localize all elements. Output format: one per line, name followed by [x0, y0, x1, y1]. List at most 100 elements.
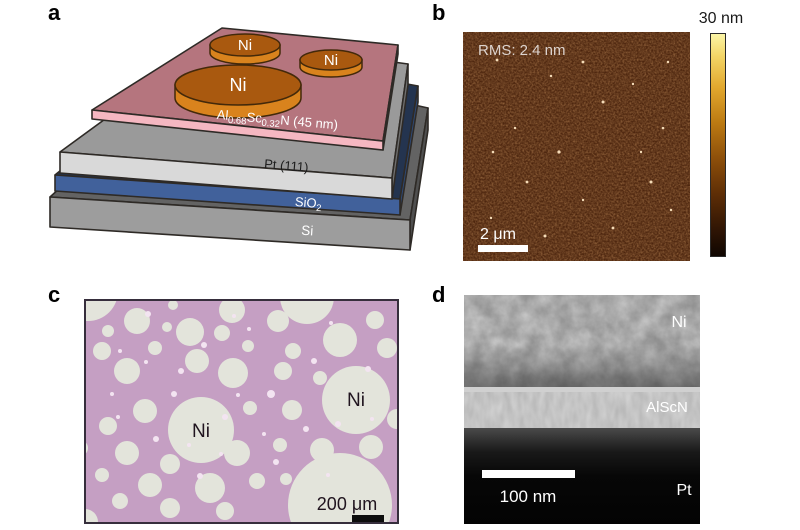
ni-island-circle — [216, 502, 234, 520]
ni-island-circle — [322, 366, 390, 434]
pink-dot — [262, 432, 266, 436]
ni-island-label-center: Ni — [192, 421, 210, 442]
afm-bright-dot — [666, 60, 670, 64]
afm-bright-dot — [611, 226, 615, 230]
ni-island-circle — [195, 473, 225, 503]
tem-scalebar — [482, 470, 575, 478]
ni-island-circle — [185, 349, 209, 373]
panel-a-schematic: Ni Ni Ni Al0.68Sc0.32N (45 nm) Pt (111) … — [49, 27, 429, 251]
pink-dot — [201, 342, 207, 348]
pink-dot — [303, 426, 309, 432]
ni-disk-right-top — [299, 49, 363, 71]
pink-dot — [329, 321, 333, 325]
tem-scalebar-label: 100 nm — [500, 487, 557, 506]
ni-island-circle — [176, 318, 204, 346]
ni-island-circle — [273, 438, 287, 452]
afm-bright-dot — [581, 198, 585, 202]
ni-island-circle — [249, 473, 265, 489]
afm-scalebar — [478, 245, 528, 252]
afm-bright-dot — [601, 100, 605, 104]
ni-island-circle — [160, 498, 180, 518]
ni-island-circle — [377, 338, 397, 358]
ni-island-circle — [274, 362, 292, 380]
ni-island-circle — [359, 435, 383, 459]
ni-disks — [174, 33, 363, 119]
ni-island-circle — [102, 325, 114, 337]
ni-island-circle — [84, 509, 98, 524]
afm-bright-dot — [631, 82, 635, 86]
afm-bright-dot — [525, 180, 529, 184]
tem-alscn-label: AlScN — [646, 399, 688, 416]
si-front-face — [49, 196, 411, 251]
micrograph-scalebar — [352, 515, 384, 522]
pink-dot — [145, 311, 151, 317]
ni-island-circle — [162, 322, 172, 332]
ni-island-circle — [124, 308, 150, 334]
afm-bright-dot — [661, 126, 665, 130]
pink-dot — [232, 314, 236, 318]
pink-dot — [178, 368, 184, 374]
afm-bright-dot — [639, 150, 643, 154]
pink-dot — [267, 390, 275, 398]
pink-dot — [326, 473, 330, 477]
panel-d-label: d — [432, 282, 446, 307]
pink-dot — [171, 391, 177, 397]
ni-island-circle — [323, 323, 357, 357]
ni-disk-front-top — [174, 64, 302, 106]
afm-bright-dot — [649, 180, 653, 184]
ni-island-circle — [242, 340, 254, 352]
afm-bright-dot — [581, 60, 585, 64]
ni-island-circle — [267, 310, 289, 332]
panel-d-tem-image: Ni AlScN Pt 100 nm — [464, 295, 700, 524]
panel-c-micrograph: Ni Ni 200 μm — [84, 299, 399, 524]
tem-interface-line — [464, 387, 700, 394]
pink-dot — [118, 349, 122, 353]
pink-dot — [365, 366, 371, 372]
pink-dot — [219, 452, 223, 456]
pink-dot — [273, 459, 279, 465]
ni-island-circle — [282, 400, 302, 420]
ni-island-circle — [243, 401, 257, 415]
alscn-layer-label: Al0.68Sc0.32N (45 nm) — [216, 107, 339, 136]
tem-ni-label: Ni — [671, 314, 686, 331]
ni-island-circle — [168, 397, 234, 463]
panel-a-label: a — [48, 0, 61, 25]
ni-island-circle — [93, 342, 111, 360]
afm-bright-dot — [489, 216, 493, 220]
ni-island-circle — [112, 493, 128, 509]
pink-dot — [247, 327, 251, 331]
colorbar-max-label: 30 nm — [698, 10, 744, 27]
ni-island-circle — [219, 299, 245, 323]
ni-islands — [84, 299, 399, 524]
ni-disk-back-top — [209, 33, 281, 57]
ni-island-circle — [114, 358, 140, 384]
sio2-layer-label: SiO2 — [294, 194, 322, 214]
ni-island-circle — [280, 473, 292, 485]
ni-island-circle — [133, 399, 157, 423]
ni-island-circle — [160, 454, 180, 474]
ni-island-label-right: Ni — [347, 390, 365, 411]
afm-bright-dot — [549, 74, 553, 78]
afm-bright-dot — [669, 208, 673, 212]
afm-bright-dot — [513, 126, 517, 130]
tem-ni-shadow — [464, 345, 700, 392]
pt-layer-label: Pt (111) — [264, 156, 309, 175]
ni-disk-right-label: Ni — [324, 52, 338, 69]
afm-bright-dot — [495, 58, 499, 62]
ni-island-circle — [148, 341, 162, 355]
afm-grain-texture — [463, 32, 690, 261]
pink-dot — [110, 392, 114, 396]
ni-island-circle — [168, 300, 178, 310]
afm-bright-dot — [543, 234, 547, 238]
ni-island-circle — [115, 441, 139, 465]
ni-island-circle — [366, 311, 384, 329]
ni-island-circle — [285, 343, 301, 359]
pink-dot — [197, 473, 203, 479]
pink-dot — [236, 393, 240, 397]
pink-dot — [153, 436, 159, 442]
tem-alscn-texture — [464, 392, 700, 428]
ni-island-circle — [99, 417, 117, 435]
pink-dot — [335, 421, 341, 427]
pink-dot — [144, 360, 148, 364]
